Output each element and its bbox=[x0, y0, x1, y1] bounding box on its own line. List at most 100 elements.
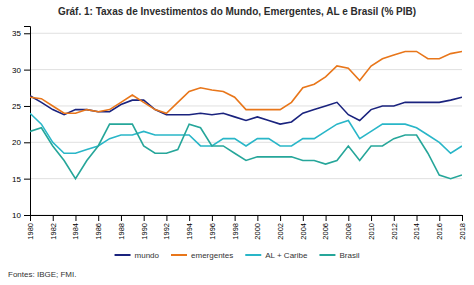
x-tick: 1984 bbox=[71, 215, 80, 240]
x-tick: 2006 bbox=[321, 215, 330, 240]
legend-item: Brasil bbox=[319, 251, 359, 260]
x-tick: 2002 bbox=[276, 215, 285, 240]
x-tick: 1994 bbox=[185, 215, 194, 240]
x-tick: 2012 bbox=[390, 215, 399, 240]
x-tick-label: 1986 bbox=[94, 223, 103, 240]
x-tick-label: 1982 bbox=[49, 223, 58, 240]
x-tick: 2010 bbox=[367, 215, 376, 240]
x-tick: 1992 bbox=[162, 215, 171, 240]
x-tick: 2014 bbox=[412, 215, 421, 240]
y-tick-mark bbox=[24, 106, 30, 107]
y-tick-mark bbox=[24, 70, 30, 71]
x-tick-label: 1980 bbox=[26, 223, 35, 240]
x-tick-label: 1996 bbox=[208, 223, 217, 240]
x-tick-label: 2006 bbox=[321, 223, 330, 240]
x-tick: 1986 bbox=[94, 215, 103, 240]
x-tick-label: 2002 bbox=[276, 223, 285, 240]
y-tick-label: 20 bbox=[12, 138, 21, 147]
x-tick-mark bbox=[371, 215, 372, 221]
x-tick-mark bbox=[75, 215, 76, 221]
x-tick: 2016 bbox=[435, 215, 444, 240]
x-tick-mark bbox=[303, 215, 304, 221]
series-line bbox=[30, 113, 462, 153]
x-tick-mark bbox=[348, 215, 349, 221]
x-tick-mark bbox=[189, 215, 190, 221]
x-tick: 1998 bbox=[231, 215, 240, 240]
x-tick-mark bbox=[53, 215, 54, 221]
x-tick-label: 1992 bbox=[162, 223, 171, 240]
x-tick-label: 1994 bbox=[185, 223, 194, 240]
y-tick-mark bbox=[24, 215, 30, 216]
grid-line bbox=[30, 142, 462, 143]
grid-line bbox=[30, 33, 462, 34]
x-axis-line bbox=[31, 216, 463, 222]
x-tick-label: 1990 bbox=[140, 223, 149, 240]
x-tick-mark bbox=[462, 215, 463, 221]
x-tick-label: 2010 bbox=[367, 223, 376, 240]
legend-item: AL + Caribe bbox=[245, 251, 308, 260]
annotation: Fontes: IBGE; FMI. bbox=[8, 270, 76, 279]
x-tick-mark bbox=[30, 215, 31, 221]
y-tick-label: 10 bbox=[12, 211, 21, 220]
x-tick: 1988 bbox=[117, 215, 126, 240]
x-tick-mark bbox=[235, 215, 236, 221]
legend-swatch bbox=[319, 254, 335, 256]
legend-label: Brasil bbox=[339, 251, 359, 260]
y-tick-label: 30 bbox=[12, 66, 21, 75]
x-tick-label: 2018 bbox=[458, 223, 467, 240]
legend-item: mundo bbox=[115, 251, 160, 260]
plot: 10 15 20 25 30 35 1980 1982 1984 1986 1988 1990 1992… bbox=[12, 27, 467, 240]
x-tick-mark bbox=[257, 215, 258, 221]
x-tick: 2018 bbox=[458, 215, 467, 240]
y-tick-label: 15 bbox=[12, 175, 21, 184]
y-tick-mark bbox=[24, 179, 30, 180]
y-tick: 25 bbox=[12, 102, 30, 111]
x-tick-label: 2000 bbox=[253, 223, 262, 240]
chart: Gráf. 1: Taxas de Investimentos do Mundo… bbox=[0, 0, 474, 285]
grid-line bbox=[30, 178, 462, 179]
y-tick: 20 bbox=[12, 138, 30, 147]
x-tick-mark bbox=[144, 215, 145, 221]
legend-label: emergentes bbox=[191, 251, 233, 260]
x-tick-label: 2004 bbox=[299, 223, 308, 240]
x-tick-mark bbox=[439, 215, 440, 221]
x-tick-label: 1984 bbox=[71, 223, 80, 240]
legend-swatch bbox=[245, 254, 261, 256]
x-tick: 1996 bbox=[208, 215, 217, 240]
grid bbox=[30, 33, 462, 215]
x-tick-label: 2016 bbox=[435, 223, 444, 240]
x-tick-label: 2008 bbox=[344, 223, 353, 240]
legend-label: mundo bbox=[135, 251, 160, 260]
x-tick: 2000 bbox=[253, 215, 262, 240]
x-tick: 2004 bbox=[299, 215, 308, 240]
x-tick: 2008 bbox=[344, 215, 353, 240]
x-tick: 1980 bbox=[26, 215, 35, 240]
x-tick-mark bbox=[417, 215, 418, 221]
legend-swatch bbox=[171, 254, 187, 256]
title: Gráf. 1: Taxas de Investimentos do Mundo… bbox=[58, 6, 416, 17]
legend-label: AL + Caribe bbox=[265, 251, 308, 260]
y-axis: 10 15 20 25 30 35 bbox=[12, 27, 30, 221]
x-tick: 1982 bbox=[49, 215, 58, 240]
y-tick: 35 bbox=[12, 29, 30, 38]
x-tick-label: 1998 bbox=[231, 223, 240, 240]
x-tick-mark bbox=[212, 215, 213, 221]
y-tick: 30 bbox=[12, 66, 30, 75]
series-line bbox=[30, 51, 462, 113]
y-tick: 15 bbox=[12, 175, 30, 184]
x-tick-mark bbox=[326, 215, 327, 221]
series-line bbox=[30, 124, 462, 179]
y-axis-line bbox=[24, 27, 31, 216]
lines bbox=[30, 51, 462, 178]
y-tick-mark bbox=[24, 142, 30, 143]
x-tick-label: 2012 bbox=[390, 223, 399, 240]
legend: mundo emergentes AL + Caribe Brasil bbox=[115, 251, 360, 260]
x-tick-mark bbox=[166, 215, 167, 221]
x-tick-label: 2014 bbox=[412, 223, 421, 240]
y-tick-label: 35 bbox=[12, 29, 21, 38]
y-tick-label: 25 bbox=[12, 102, 21, 111]
y-tick: 10 bbox=[12, 211, 30, 220]
y-tick-mark bbox=[24, 33, 30, 34]
x-tick-mark bbox=[394, 215, 395, 221]
x-tick-label: 1988 bbox=[117, 223, 126, 240]
